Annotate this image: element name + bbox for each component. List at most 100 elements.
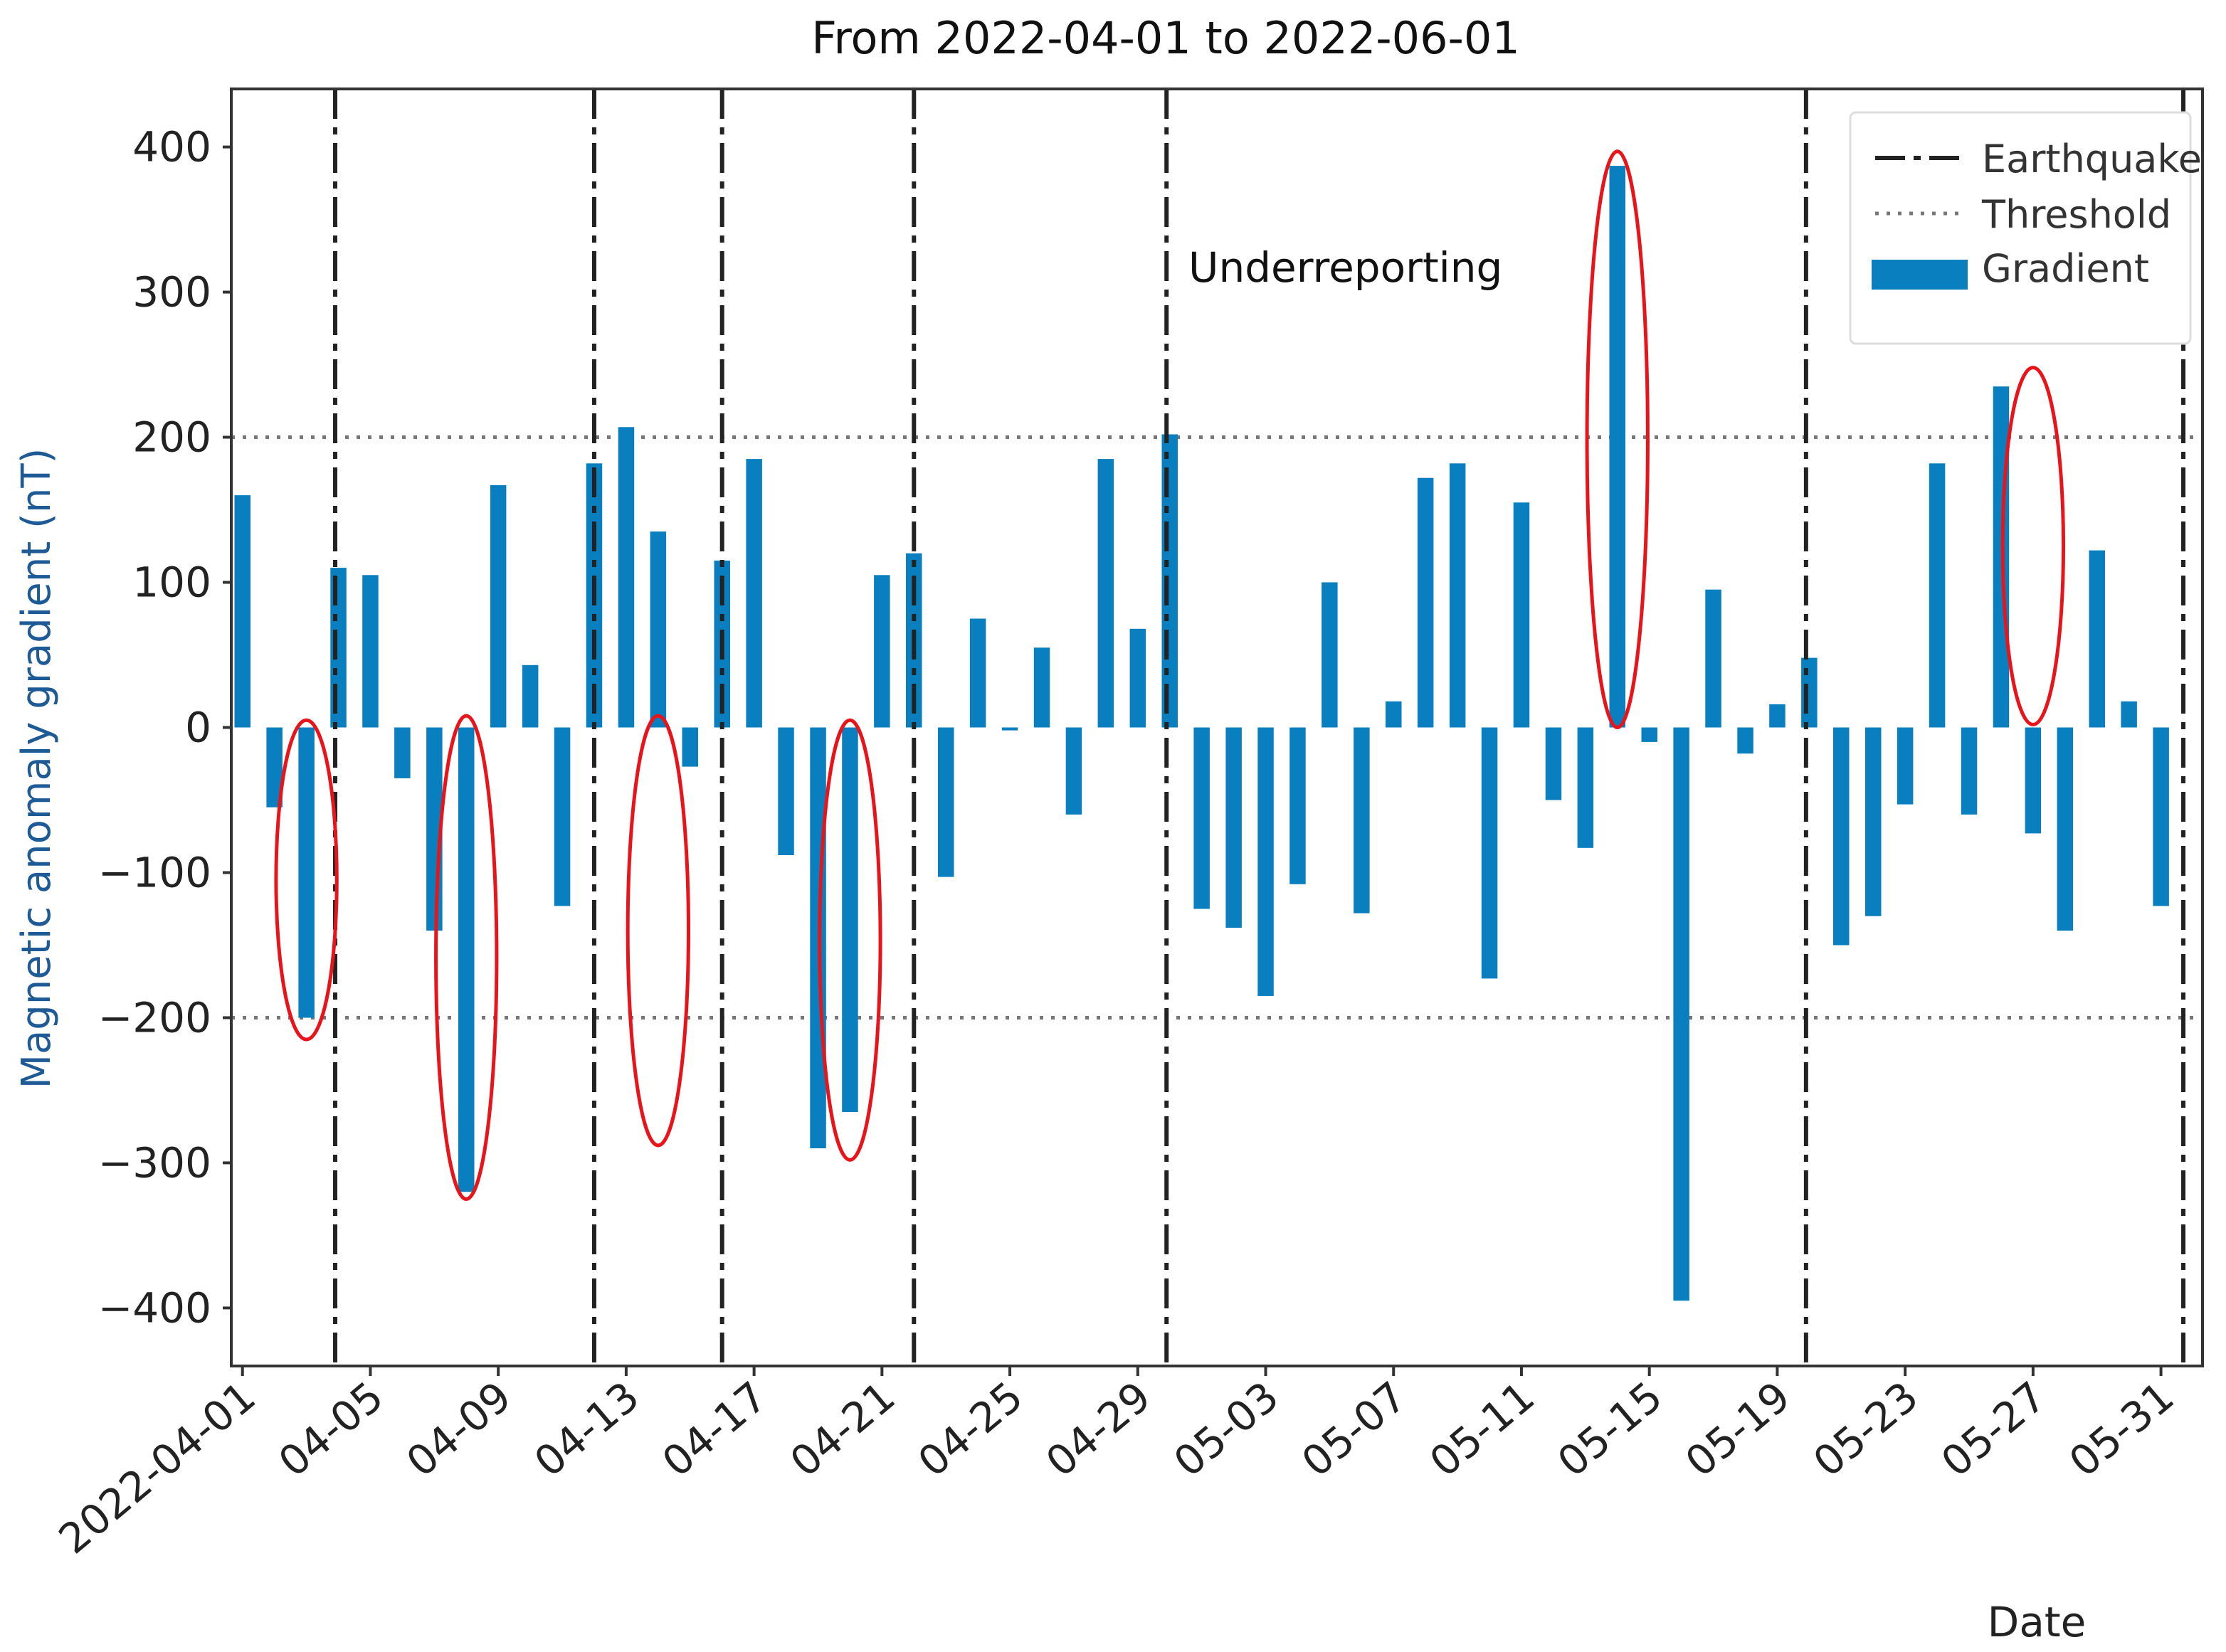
- x-tick-label: 05-31: [2060, 1372, 2183, 1486]
- bar: [362, 575, 379, 728]
- bar: [618, 427, 635, 728]
- bar: [1577, 727, 1594, 848]
- bar: [2121, 701, 2137, 728]
- bar: [1161, 434, 1178, 728]
- x-tick-label: 04-17: [653, 1372, 776, 1486]
- y-axis: 400 300 200 100 0 −100 −200 −300 −400: [98, 123, 231, 1332]
- bar: [1929, 463, 1946, 728]
- bar: [1673, 727, 1689, 1301]
- bar: [1641, 727, 1657, 742]
- bar: [458, 727, 475, 1192]
- bar: [1354, 727, 1370, 914]
- bar: [650, 531, 667, 728]
- x-tick-label: 04-29: [1037, 1372, 1160, 1486]
- y-tick-label: −300: [98, 1138, 211, 1187]
- y-tick-label: 0: [185, 704, 211, 752]
- bar: [554, 727, 571, 906]
- bar: [266, 727, 283, 808]
- x-tick-label: 05-11: [1420, 1372, 1544, 1486]
- bar: [1225, 727, 1242, 928]
- bar: [2153, 727, 2169, 906]
- bar: [874, 575, 890, 728]
- bar: [1897, 727, 1914, 805]
- bar: [1801, 657, 1818, 728]
- legend: Earthquake Threshold Gradient: [1849, 111, 2202, 345]
- underreporting-annotation: Underreporting: [1188, 243, 1502, 292]
- bar: [234, 495, 250, 728]
- x-tick-label: 05-03: [1165, 1372, 1288, 1486]
- bar: [2025, 727, 2042, 834]
- bar: [682, 727, 698, 767]
- bar: [1097, 459, 1114, 728]
- legend-threshold-label: Threshold: [1981, 192, 2171, 237]
- bar: [1513, 502, 1530, 728]
- earthquake-lines: [333, 89, 2186, 1366]
- chart-title: From 2022-04-01 to 2022-06-01: [811, 12, 1520, 64]
- bar: [522, 664, 539, 728]
- x-tick-label: 2022-04-01: [50, 1372, 265, 1564]
- bar: [1769, 704, 1785, 728]
- bar: [938, 727, 954, 877]
- bar: [1545, 727, 1562, 800]
- x-tick-label: 04-25: [909, 1372, 1032, 1486]
- highlight-ellipse: [1585, 149, 1650, 729]
- bar: [2089, 550, 2105, 728]
- bar: [1001, 727, 1018, 731]
- highlight-ellipse: [626, 714, 691, 1148]
- y-axis-title: Magnetic anomaly gradient (nT): [14, 448, 60, 1089]
- bar: [1386, 701, 1402, 728]
- y-tick-label: −100: [98, 848, 211, 896]
- legend-gradient-swatch: [1872, 260, 1968, 290]
- bar: [1129, 628, 1146, 728]
- y-tick-label: 100: [132, 558, 211, 607]
- bar: [842, 727, 858, 1112]
- bar: [1449, 463, 1466, 728]
- x-axis: 2022-04-01 04-05 04-09 04-13 04-17 04-21 04-25…: [50, 1366, 2183, 1563]
- highlight-ellipse: [2000, 366, 2066, 726]
- bar: [1417, 477, 1434, 728]
- bar: [298, 727, 315, 1018]
- y-tick-label: 400: [132, 123, 211, 171]
- bar: [1289, 727, 1306, 884]
- y-tick-label: 300: [132, 268, 211, 317]
- x-tick-label: 04-21: [781, 1372, 904, 1486]
- bar: [969, 618, 986, 728]
- bar: [1737, 727, 1753, 754]
- bar: [746, 459, 762, 728]
- y-tick-label: 200: [132, 413, 211, 462]
- bar: [1609, 166, 1625, 728]
- x-axis-title: Date: [1988, 1598, 2087, 1646]
- x-tick-label: 04-09: [397, 1372, 520, 1486]
- highlight-ellipse: [818, 718, 882, 1162]
- bar: [1705, 589, 1721, 728]
- bar: [1481, 727, 1498, 979]
- bar: [778, 727, 794, 855]
- bar: [1257, 727, 1274, 996]
- bar: [490, 485, 507, 728]
- x-tick-label: 05-19: [1677, 1372, 1800, 1486]
- legend-gradient-label: Gradient: [1982, 246, 2149, 291]
- bar: [1033, 647, 1050, 728]
- highlight-ellipse: [434, 714, 499, 1201]
- x-tick-label: 05-23: [1804, 1372, 1927, 1486]
- x-tick-label: 05-27: [1932, 1372, 2055, 1486]
- bar: [1961, 727, 1978, 815]
- bar: [330, 568, 347, 728]
- bar: [1065, 727, 1082, 815]
- highlight-ellipse: [274, 718, 339, 1042]
- bar: [394, 727, 411, 778]
- bar: [1193, 727, 1210, 909]
- bar: [1833, 727, 1850, 946]
- bar: [1322, 582, 1338, 728]
- y-tick-label: −400: [98, 1283, 211, 1332]
- bar: [1865, 727, 1882, 916]
- x-tick-label: 04-13: [525, 1372, 648, 1486]
- highlight-ellipses: [274, 149, 2066, 1201]
- y-tick-label: −200: [98, 993, 211, 1042]
- x-tick-label: 05-15: [1549, 1372, 1672, 1486]
- x-tick-label: 04-05: [270, 1372, 393, 1486]
- legend-earthquake-label: Earthquake: [1982, 137, 2202, 181]
- x-tick-label: 05-07: [1292, 1372, 1415, 1486]
- threshold-lines: [231, 435, 2203, 1020]
